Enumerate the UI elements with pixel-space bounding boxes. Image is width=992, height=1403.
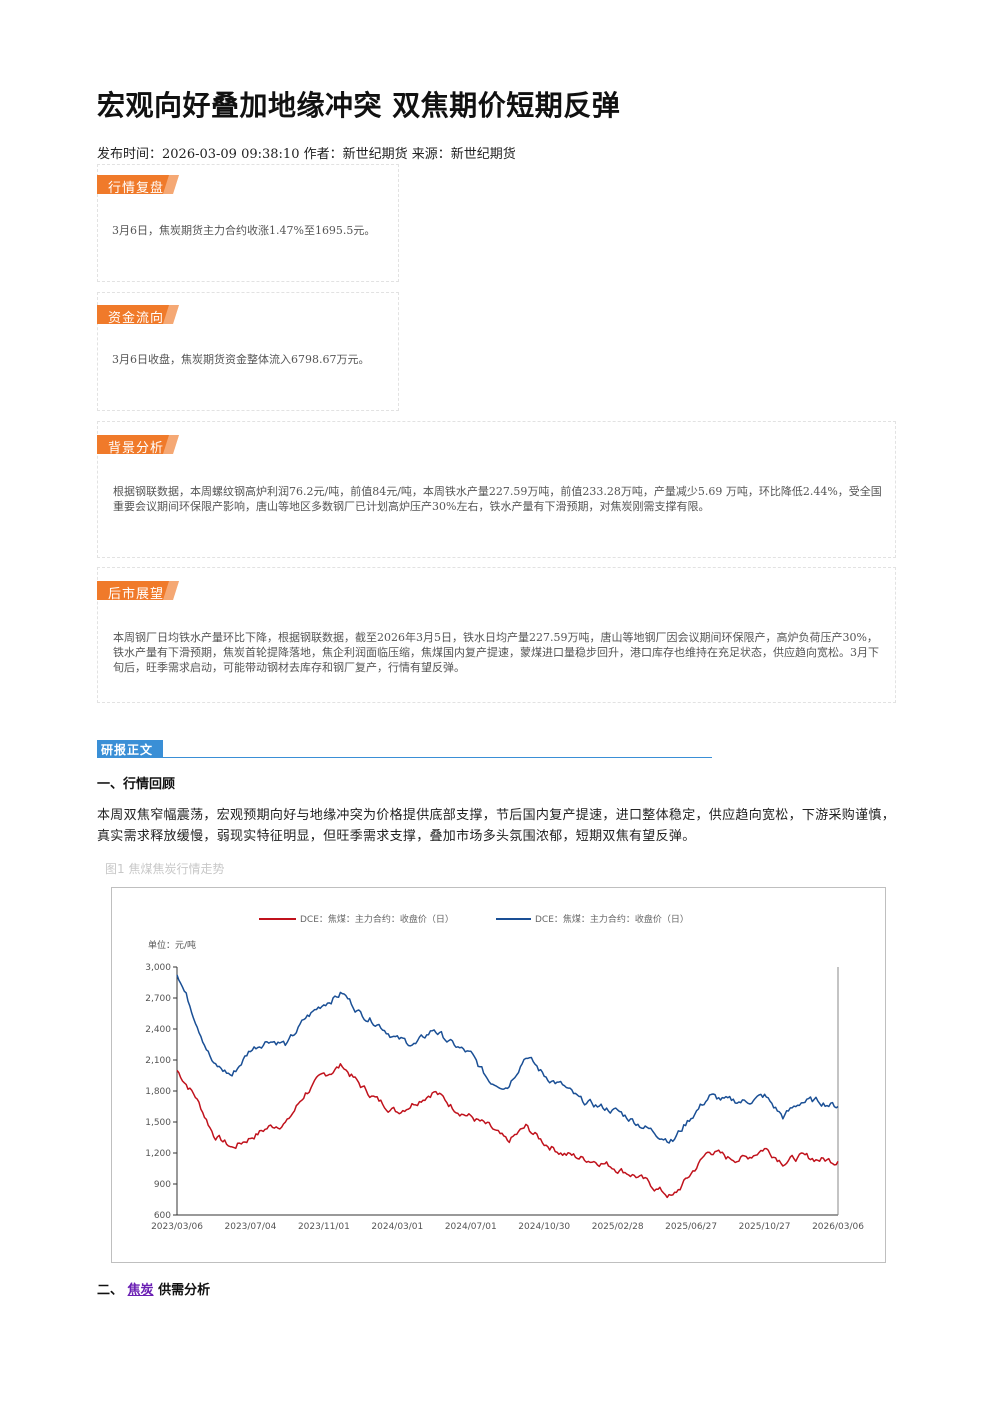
market-review-tag-label: 行情复盘 xyxy=(108,181,165,196)
tag-background xyxy=(97,581,179,600)
report-body-tag: 研报正文 xyxy=(97,740,163,758)
section-heading-prefix: 二、 xyxy=(97,1283,124,1298)
legend-label-red: DCE：焦煤：主力合约：收盘价（日） xyxy=(300,913,454,925)
tag-background xyxy=(97,435,179,454)
x-tick-label: 2026/03/06 xyxy=(812,1222,864,1232)
x-tick-label: 2023/11/01 xyxy=(298,1222,350,1232)
price-chart-svg: DCE：焦煤：主力合约：收盘价（日） DCE：焦煤：主力合约：收盘价（日） 单位… xyxy=(145,913,864,1232)
x-tick-label: 2025/10/27 xyxy=(739,1222,791,1232)
y-tick-label: 1,200 xyxy=(145,1149,171,1159)
y-tick-label: 1,800 xyxy=(145,1087,171,1097)
outlook-text: 本周钢厂日均铁水产量环比下降，根据钢联数据，截至2026年3月5日，铁水日均产量… xyxy=(113,631,879,674)
x-tick-label: 2025/02/28 xyxy=(592,1222,644,1232)
background-text: 根据钢联数据，本周螺纹钢高炉利润76.2元/吨，前值84元/吨，本周铁水产量22… xyxy=(113,485,882,513)
tag-background xyxy=(97,305,179,324)
capital-flow-tag-label: 资金流向 xyxy=(108,311,165,326)
outlook-card: 本周钢厂日均铁水产量环比下降，根据钢联数据，截至2026年3月5日，铁水日均产量… xyxy=(97,567,896,703)
tag-background xyxy=(97,175,179,194)
series-line-red xyxy=(176,1063,839,1199)
y-tick-label: 3,000 xyxy=(145,963,171,973)
market-review-text: 3月6日，焦炭期货主力合约收涨1.47%至1695.5元。 xyxy=(112,224,376,237)
y-tick-label: 600 xyxy=(154,1211,171,1221)
x-tick-label: 2023/03/06 xyxy=(151,1222,203,1232)
capital-flow-text: 3月6日收盘，焦炭期货资金整体流入6798.67万元。 xyxy=(112,353,370,366)
price-chart: DCE：焦煤：主力合约：收盘价（日） DCE：焦煤：主力合约：收盘价（日） 单位… xyxy=(111,887,886,1263)
y-axis: 600 900 1,200 1,500 1,800 2,100 2,400 2,700 3,00… xyxy=(145,963,178,1221)
y-tick-label: 2,700 xyxy=(145,994,171,1004)
x-tick-label: 2024/10/30 xyxy=(518,1222,570,1232)
x-axis: 2023/03/06 2023/07/04 2023/11/01 2024/03/01… xyxy=(151,967,864,1232)
section-heading-supply-demand: 二、 焦炭 供需分析 xyxy=(97,1279,210,1298)
article-meta: 发布时间：2026-03-09 09:38:10 作者：新世纪期货 来源：新世纪… xyxy=(97,147,516,162)
series-line-blue xyxy=(176,974,839,1144)
section-heading-review: 一、行情回顾 xyxy=(97,777,176,792)
capital-flow-tag: 资金流向 xyxy=(97,305,179,326)
review-paragraph: 本周双焦窄幅震荡，宏观预期向好与地缘冲突为价格提供底部支撑，节后国内复产提速，进… xyxy=(97,808,896,844)
x-tick-label: 2023/07/04 xyxy=(225,1222,277,1232)
y-tick-label: 900 xyxy=(154,1180,171,1190)
figure-caption: 图1 焦煤焦炭行情走势 xyxy=(105,862,225,876)
x-tick-label: 2025/06/27 xyxy=(665,1222,717,1232)
background-tag: 背景分析 xyxy=(97,435,179,456)
chart-legend: DCE：焦煤：主力合约：收盘价（日） DCE：焦煤：主力合约：收盘价（日） xyxy=(259,913,689,925)
x-tick-label: 2024/03/01 xyxy=(371,1222,423,1232)
x-tick-label: 2024/07/01 xyxy=(445,1222,497,1232)
outlook-tag: 后市展望 xyxy=(97,581,179,602)
background-tag-label: 背景分析 xyxy=(108,441,165,456)
y-tick-label: 2,100 xyxy=(145,1056,171,1066)
report-body-tag-label: 研报正文 xyxy=(101,743,154,757)
report-divider xyxy=(97,757,712,758)
section-heading-suffix: 供需分析 xyxy=(153,1283,211,1298)
market-review-card: 3月6日，焦炭期货主力合约收涨1.47%至1695.5元。 xyxy=(97,164,399,282)
background-card: 根据钢联数据，本周螺纹钢高炉利润76.2元/吨，前值84元/吨，本周铁水产量22… xyxy=(97,421,896,558)
y-tick-label: 1,500 xyxy=(145,1118,171,1128)
coke-link[interactable]: 焦炭 xyxy=(127,1283,154,1298)
capital-flow-card: 3月6日收盘，焦炭期货资金整体流入6798.67万元。 xyxy=(97,292,399,411)
outlook-tag-label: 后市展望 xyxy=(108,587,165,602)
y-axis-unit-label: 单位：元/吨 xyxy=(148,939,196,951)
chart-series xyxy=(176,974,839,1199)
article-title: 宏观向好叠加地缘冲突 双焦期价短期反弹 xyxy=(97,89,621,122)
legend-label-blue: DCE：焦煤：主力合约：收盘价（日） xyxy=(535,913,689,925)
market-review-tag: 行情复盘 xyxy=(97,175,179,196)
y-tick-label: 2,400 xyxy=(145,1025,171,1035)
